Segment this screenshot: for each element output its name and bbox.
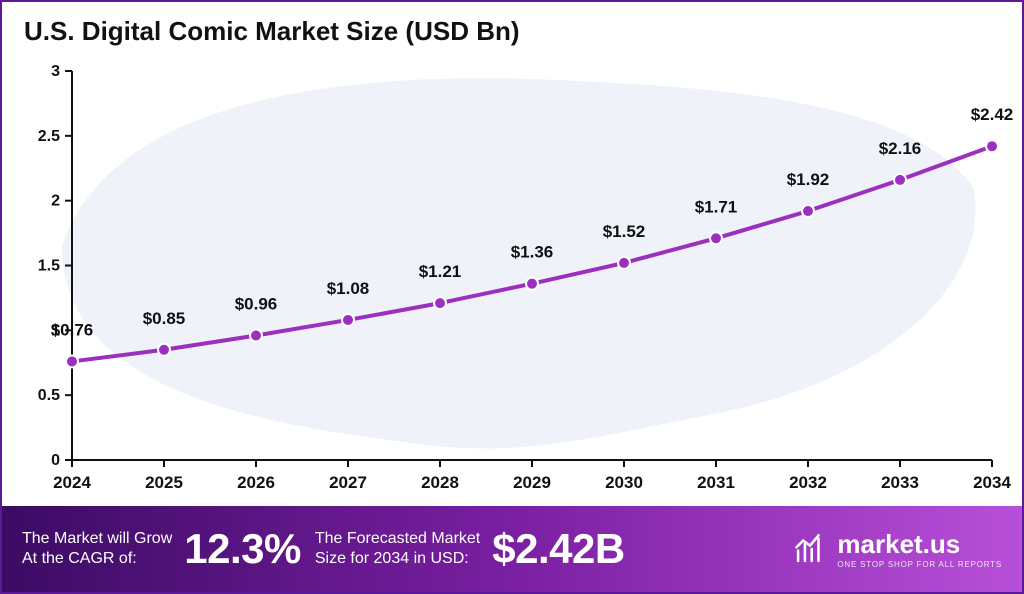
y-tick-label: 2 xyxy=(51,193,60,210)
data-point xyxy=(986,140,998,152)
forecast-value: $2.42B xyxy=(492,525,624,573)
cagr-block: The Market will Grow At the CAGR of: 12.… xyxy=(22,525,301,573)
cagr-label: The Market will Grow At the CAGR of: xyxy=(22,529,172,569)
brand-logo-icon xyxy=(793,532,827,566)
chart-area: 00.511.522.53202420252026202720282029203… xyxy=(2,51,1022,506)
data-label: $2.42 xyxy=(971,105,1014,124)
line-chart: 00.511.522.53202420252026202720282029203… xyxy=(2,51,1022,506)
x-tick-label: 2027 xyxy=(329,473,367,492)
y-tick-label: 1.5 xyxy=(38,258,60,275)
chart-title: U.S. Digital Comic Market Size (USD Bn) xyxy=(2,2,1022,51)
x-tick-label: 2029 xyxy=(513,473,551,492)
data-label: $1.08 xyxy=(327,279,370,298)
chart-frame: U.S. Digital Comic Market Size (USD Bn) … xyxy=(0,0,1024,594)
x-tick-label: 2030 xyxy=(605,473,643,492)
footer-bar: The Market will Grow At the CAGR of: 12.… xyxy=(2,506,1022,592)
y-tick-label: 0.5 xyxy=(38,387,60,404)
data-label: $1.52 xyxy=(603,222,646,241)
data-label: $1.36 xyxy=(511,243,554,262)
brand-name: market.us xyxy=(837,529,1002,560)
data-label: $1.21 xyxy=(419,262,462,281)
us-map-silhouette xyxy=(62,78,976,448)
forecast-label: The Forecasted Market Size for 2034 in U… xyxy=(315,529,480,569)
data-label: $2.16 xyxy=(879,139,922,158)
x-tick-label: 2025 xyxy=(145,473,183,492)
x-tick-label: 2024 xyxy=(53,473,91,492)
cagr-value: 12.3% xyxy=(184,525,301,573)
data-label: $1.92 xyxy=(787,170,830,189)
x-tick-label: 2026 xyxy=(237,473,275,492)
data-label: $0.85 xyxy=(143,309,186,328)
data-point xyxy=(66,355,78,367)
data-point xyxy=(802,205,814,217)
forecast-block: The Forecasted Market Size for 2034 in U… xyxy=(315,525,625,573)
y-tick-label: 0 xyxy=(51,452,60,469)
brand-block: market.us ONE STOP SHOP FOR ALL REPORTS xyxy=(793,529,1002,569)
x-tick-label: 2033 xyxy=(881,473,919,492)
data-point xyxy=(342,314,354,326)
data-point xyxy=(618,257,630,269)
data-point xyxy=(250,330,262,342)
data-label: $0.96 xyxy=(235,295,278,314)
x-tick-label: 2032 xyxy=(789,473,827,492)
brand-text: market.us ONE STOP SHOP FOR ALL REPORTS xyxy=(837,529,1002,569)
data-point xyxy=(710,232,722,244)
data-point xyxy=(434,297,446,309)
brand-tagline: ONE STOP SHOP FOR ALL REPORTS xyxy=(837,560,1002,569)
data-label: $1.71 xyxy=(695,197,738,216)
data-point xyxy=(158,344,170,356)
y-tick-label: 2.5 xyxy=(38,128,60,145)
data-point xyxy=(894,174,906,186)
x-tick-label: 2028 xyxy=(421,473,459,492)
x-tick-label: 2034 xyxy=(973,473,1011,492)
data-label: $0.76 xyxy=(51,320,94,339)
y-tick-label: 3 xyxy=(51,63,60,80)
x-tick-label: 2031 xyxy=(697,473,735,492)
data-point xyxy=(526,278,538,290)
